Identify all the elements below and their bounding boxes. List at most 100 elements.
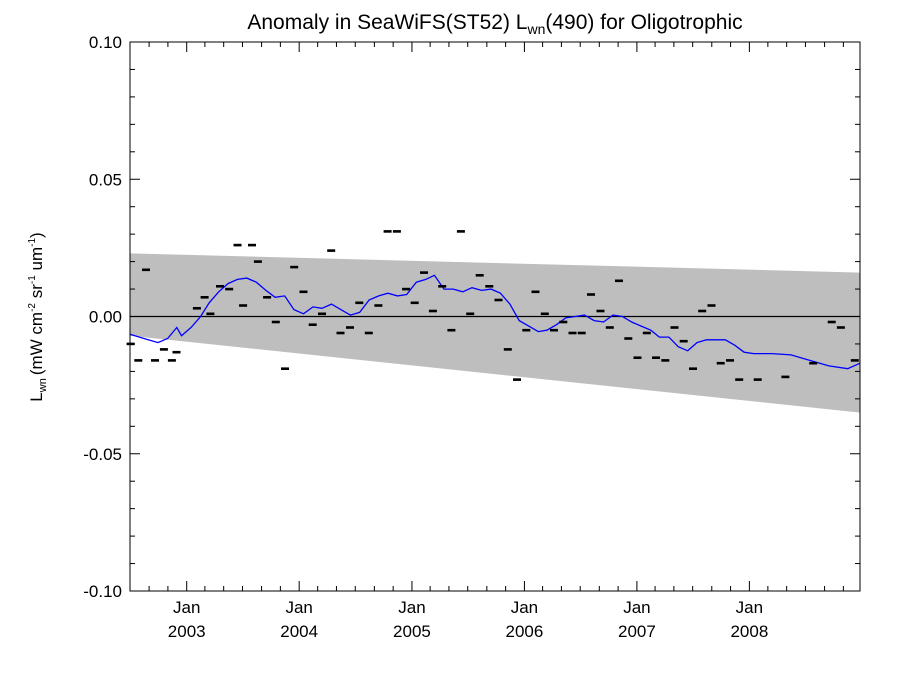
data-point-mark (290, 265, 299, 269)
data-point (707, 304, 716, 307)
data-point-mark (346, 326, 354, 329)
data-point-mark (281, 367, 289, 370)
data-point-mark (661, 359, 670, 362)
data-point-mark (374, 304, 383, 307)
data-point (540, 312, 549, 316)
data-point (151, 359, 159, 362)
data-point (836, 326, 845, 329)
data-point-mark (355, 301, 364, 305)
data-point-mark (726, 359, 734, 362)
data-point (503, 348, 512, 351)
data-point-mark (327, 249, 336, 252)
x-tick-label-year: 2008 (730, 622, 768, 641)
data-point (456, 230, 465, 233)
data-point-mark (559, 320, 568, 324)
data-point (513, 378, 521, 381)
data-point-mark (716, 361, 725, 365)
data-point (225, 287, 234, 291)
data-point (410, 301, 419, 305)
y-axis-label: Lwn(mW cm-2 sr-1 um-1) (27, 232, 49, 401)
data-point-mark (624, 337, 633, 340)
data-point-mark (263, 296, 272, 299)
data-point-mark (550, 328, 558, 332)
data-point (206, 312, 215, 316)
data-point (559, 320, 568, 324)
data-point (233, 243, 242, 247)
data-point (624, 337, 633, 340)
data-point-mark (253, 260, 262, 263)
y-tick-label: 0.05 (89, 170, 122, 189)
x-tick-label-month: Jan (285, 598, 312, 617)
data-point-mark (475, 274, 484, 277)
data-point (200, 296, 209, 299)
data-point (531, 290, 540, 294)
data-point-mark (503, 348, 512, 351)
data-point-mark (318, 312, 326, 316)
data-point-mark (299, 290, 308, 294)
data-point-mark (605, 326, 614, 329)
data-point (428, 309, 437, 313)
data-point-mark (642, 331, 651, 335)
data-point (735, 378, 744, 381)
data-point-mark (466, 312, 475, 316)
data-point (633, 356, 642, 359)
data-point-mark (615, 279, 623, 283)
data-point (263, 296, 272, 299)
data-point (239, 304, 248, 307)
data-point-mark (134, 359, 143, 362)
confidence-band (130, 253, 860, 413)
data-point-mark (670, 326, 679, 329)
data-point (134, 359, 143, 362)
data-point (689, 367, 697, 370)
data-point-mark (172, 350, 181, 354)
data-point-mark (438, 285, 447, 288)
data-point (172, 350, 181, 354)
data-point (661, 359, 670, 362)
data-point-mark (167, 359, 176, 362)
data-point-mark (402, 287, 411, 291)
data-point (192, 307, 201, 310)
data-point (281, 367, 289, 370)
x-tick-label-month: Jan (398, 598, 425, 617)
data-point-mark (531, 290, 540, 294)
x-tick-label-month: Jan (173, 598, 200, 617)
data-point-mark (308, 323, 317, 326)
y-tick-label: -0.05 (83, 445, 122, 464)
data-point-mark (707, 304, 716, 307)
data-point (550, 328, 558, 332)
data-point (485, 285, 494, 288)
data-point-mark (850, 359, 859, 362)
data-point-mark (151, 359, 159, 362)
data-point-mark (781, 375, 790, 379)
data-point (392, 230, 401, 233)
x-tick-label-year: 2004 (280, 622, 318, 641)
data-point-mark (271, 320, 280, 324)
data-point-mark (447, 328, 456, 332)
data-point (652, 356, 660, 359)
x-tick-label-month: Jan (511, 598, 538, 617)
data-point-mark (836, 326, 845, 329)
x-tick-label-month: Jan (623, 598, 650, 617)
x-tick-label-year: 2007 (618, 622, 656, 641)
data-point (753, 378, 762, 381)
data-point (216, 285, 224, 288)
data-point (809, 361, 818, 365)
data-point-mark (698, 309, 707, 313)
data-point (318, 312, 326, 316)
data-point (346, 326, 354, 329)
y-tick-label: 0.10 (89, 33, 122, 52)
y-tick-label: 0.00 (89, 308, 122, 327)
data-point-mark (633, 356, 642, 359)
data-point (253, 260, 262, 263)
data-point (336, 331, 345, 335)
data-point (494, 298, 503, 302)
data-point (679, 339, 688, 343)
data-point (596, 309, 605, 313)
data-point-mark (206, 312, 215, 316)
x-tick-label-year: 2003 (168, 622, 206, 641)
data-point (615, 279, 623, 283)
data-point (726, 359, 734, 362)
data-point-mark (494, 298, 503, 302)
data-point-mark (336, 331, 345, 335)
